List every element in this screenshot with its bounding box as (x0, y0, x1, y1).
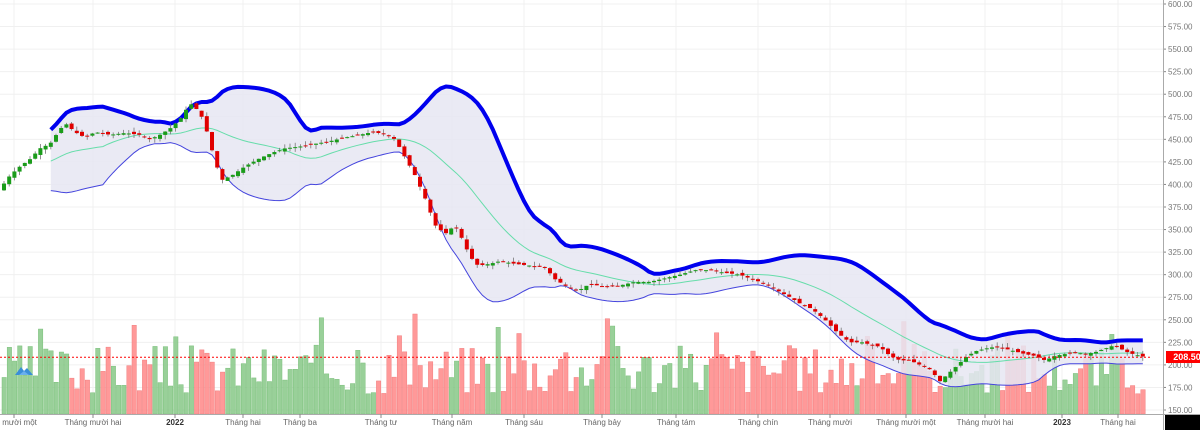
svg-text:Tháng sáu: Tháng sáu (505, 418, 543, 427)
svg-text:475.00: 475.00 (1168, 113, 1193, 122)
svg-text:575.00: 575.00 (1168, 23, 1193, 32)
svg-text:500.00: 500.00 (1168, 90, 1193, 99)
last-price-badge: 208.50 (1166, 351, 1200, 364)
svg-text:300.00: 300.00 (1168, 271, 1193, 280)
corner-box (1165, 415, 1200, 430)
svg-text:400.00: 400.00 (1168, 180, 1193, 189)
svg-text:2023: 2023 (1053, 418, 1071, 427)
svg-text:Tháng mười: Tháng mười (808, 418, 852, 427)
svg-text:Tháng bảy: Tháng bảy (583, 418, 621, 427)
svg-text:250.00: 250.00 (1168, 316, 1193, 325)
svg-text:150.00: 150.00 (1168, 406, 1193, 415)
svg-text:450.00: 450.00 (1168, 135, 1193, 144)
svg-text:550.00: 550.00 (1168, 45, 1193, 54)
svg-text:175.00: 175.00 (1168, 383, 1193, 392)
svg-text:Tháng ba: Tháng ba (283, 418, 317, 427)
bollinger-bands (49, 84, 1143, 388)
svg-text:Tháng tư: Tháng tư (365, 418, 398, 427)
svg-text:375.00: 375.00 (1168, 203, 1193, 212)
svg-text:325.00: 325.00 (1168, 248, 1193, 257)
svg-text:Tháng tám: Tháng tám (657, 418, 696, 427)
svg-text:Tháng mười một: Tháng mười một (876, 418, 936, 427)
svg-text:Tháng mười hai: Tháng mười hai (957, 418, 1014, 427)
svg-text:425.00: 425.00 (1168, 158, 1193, 167)
svg-text:Tháng chín: Tháng chín (738, 418, 778, 427)
x-axis: ng mười một Tháng mười hai 2022 Tháng hai Th… (0, 414, 1200, 427)
candlesticks (2, 100, 1145, 385)
svg-text:350.00: 350.00 (1168, 226, 1193, 235)
svg-text:Tháng hai: Tháng hai (1100, 418, 1136, 427)
svg-text:2022: 2022 (166, 418, 184, 427)
svg-text:Tháng mười hai: Tháng mười hai (65, 418, 122, 427)
svg-text:200.00: 200.00 (1168, 361, 1193, 370)
svg-text:275.00: 275.00 (1168, 293, 1193, 302)
svg-text:600.00: 600.00 (1168, 0, 1193, 9)
svg-text:Tháng hai: Tháng hai (225, 418, 261, 427)
y-axis: 600.00 575.00 550.00 525.00 500.00 475.00 450.… (1163, 0, 1193, 430)
logo-icon (15, 367, 33, 375)
svg-text:ng mười một: ng mười một (0, 418, 38, 427)
svg-text:525.00: 525.00 (1168, 68, 1193, 77)
svg-text:225.00: 225.00 (1168, 338, 1193, 347)
svg-text:Tháng năm: Tháng năm (432, 418, 473, 427)
